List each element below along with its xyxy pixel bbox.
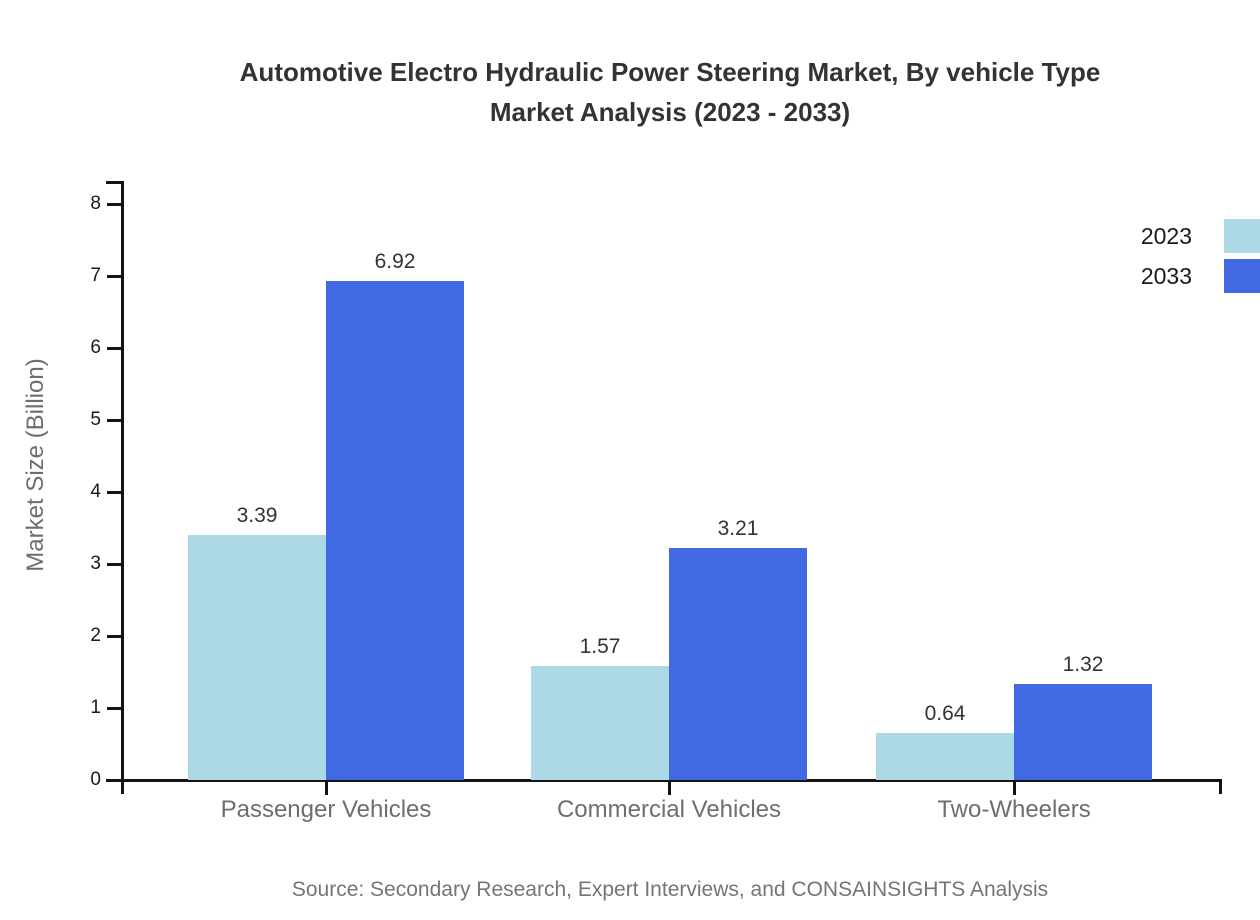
source-attribution: Source: Secondary Research, Expert Inter…	[291, 878, 1049, 901]
bar-2033-commercial-vehicles	[669, 548, 807, 780]
legend-swatch	[1224, 259, 1260, 293]
bar-2033-passenger-vehicles	[326, 281, 464, 780]
y-tick-label: 8	[90, 193, 101, 214]
bar-2023-commercial-vehicles	[531, 666, 669, 780]
y-axis-line	[121, 181, 124, 794]
bar-value-label: 3.21	[717, 517, 759, 540]
bar-2033-two-wheelers	[1014, 684, 1152, 780]
legend-label: 2033	[1140, 262, 1192, 289]
y-tick-mark	[107, 707, 121, 710]
y-axis-top-cap	[106, 181, 124, 184]
bar-value-label: 3.39	[236, 504, 278, 527]
y-tick-label: 7	[90, 265, 101, 286]
y-tick-label: 2	[90, 625, 101, 646]
bar-value-label: 1.32	[1062, 653, 1104, 676]
y-tick-mark	[107, 275, 121, 278]
y-tick-mark	[107, 203, 121, 206]
x-axis-line	[106, 779, 1222, 782]
bar-value-label: 1.57	[579, 635, 621, 658]
x-category-label: Passenger Vehicles	[220, 796, 432, 823]
y-tick-label: 1	[90, 697, 101, 718]
bar-value-label: 0.64	[924, 702, 966, 725]
chart-title: Automotive Electro Hydraulic Power Steer…	[80, 52, 1260, 132]
bar-2023-two-wheelers	[876, 733, 1014, 780]
y-axis-label: Market Size (Billion)	[22, 358, 49, 572]
y-tick-mark	[107, 635, 121, 638]
y-tick-label: 0	[90, 769, 101, 790]
x-axis-right-cap	[1219, 779, 1222, 794]
legend-item-2023: 2023	[1141, 219, 1260, 253]
legend-swatch	[1224, 219, 1260, 253]
y-tick-label: 4	[90, 481, 101, 502]
x-category-label: Commercial Vehicles	[556, 796, 782, 823]
bar-value-label: 6.92	[374, 250, 416, 273]
y-tick-mark	[107, 563, 121, 566]
y-tick-label: 6	[90, 337, 101, 358]
y-tick-mark	[107, 419, 121, 422]
x-category-label: Two-Wheelers	[937, 796, 1091, 823]
y-tick-label: 5	[90, 409, 101, 430]
y-tick-label: 3	[90, 553, 101, 574]
x-tick-mark	[1013, 782, 1016, 795]
legend-label: 2023	[1140, 222, 1192, 249]
y-tick-mark	[107, 491, 121, 494]
y-tick-mark	[107, 779, 121, 782]
chart-title-line1: Automotive Electro Hydraulic Power Steer…	[239, 57, 1101, 87]
legend-item-2033: 2033	[1141, 259, 1260, 293]
x-tick-mark	[668, 782, 671, 795]
bar-2023-passenger-vehicles	[188, 535, 326, 780]
chart-title-line2: Market Analysis (2023 - 2033)	[489, 97, 851, 127]
x-tick-mark	[325, 782, 328, 795]
y-tick-mark	[107, 347, 121, 350]
